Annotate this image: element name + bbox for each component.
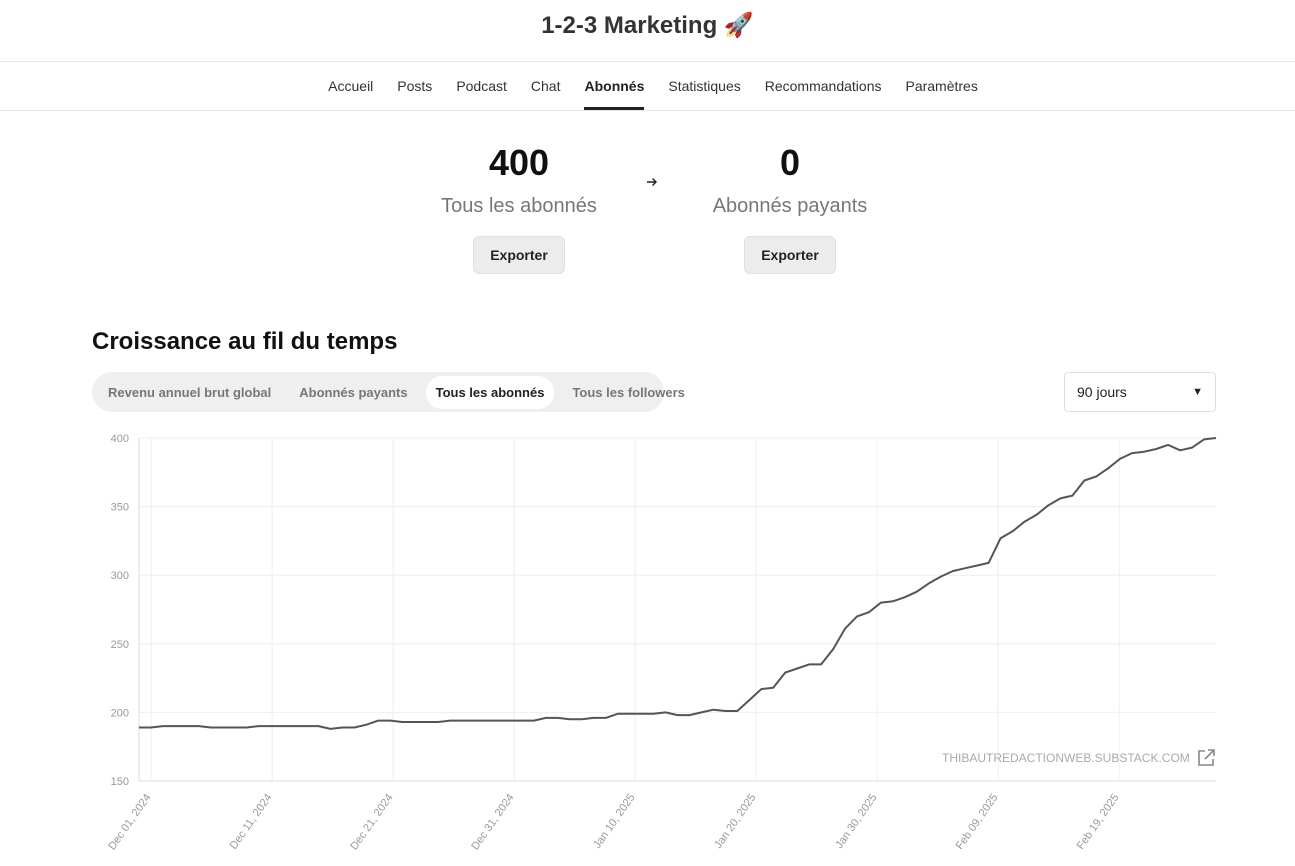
nav-item-parametres[interactable]: Paramètres xyxy=(905,78,978,94)
publication-title[interactable]: 1-2-3 Marketing 🚀 xyxy=(541,12,754,39)
paid-subscribers-label: Abonnés payants xyxy=(712,195,868,217)
publication-header: 1-2-3 Marketing 🚀 xyxy=(0,0,1295,62)
x-tick-label: Jan 20, 2025 xyxy=(712,792,758,851)
tab-abonnes-payants[interactable]: Abonnés payants xyxy=(299,384,408,400)
period-select[interactable]: 90 jours ▼ xyxy=(1064,372,1216,412)
paid-subscribers-count: 0 xyxy=(779,142,801,183)
all-subscribers-stat: 400 Tous les abonnés Exporter xyxy=(409,145,629,274)
paid-subscribers-stat: 0 Abonnés payants Exporter xyxy=(680,145,900,274)
period-select-value: 90 jours xyxy=(1077,384,1127,400)
x-tick-label: Dec 01, 2024 xyxy=(106,792,153,852)
tab-tous-les-abonnes[interactable]: Tous les abonnés xyxy=(425,375,555,409)
main-nav: Accueil Posts Podcast Chat Abonnés Stati… xyxy=(0,62,1295,111)
nav-item-podcast[interactable]: Podcast xyxy=(456,78,507,94)
tab-revenu-annuel[interactable]: Revenu annuel brut global xyxy=(108,384,272,400)
growth-metric-tabs: Revenu annuel brut global Abonnés payant… xyxy=(92,372,685,412)
publication-link[interactable]: THIBAUTREDACTIONWEB.SUBSTACK.COM xyxy=(942,748,1216,768)
caret-down-icon: ▼ xyxy=(1192,386,1203,398)
y-tick-label: 350 xyxy=(111,502,129,514)
export-all-button[interactable]: Exporter xyxy=(473,236,565,274)
x-tick-label: Jan 10, 2025 xyxy=(591,792,637,851)
all-subscribers-count: 400 xyxy=(488,142,550,183)
x-tick-label: Dec 31, 2024 xyxy=(469,792,516,852)
series-line xyxy=(139,437,1217,730)
nav-item-abonnes[interactable]: Abonnés xyxy=(584,62,645,110)
arrow-right-icon xyxy=(646,175,658,193)
growth-section-title: Croissance au fil du temps xyxy=(92,328,398,355)
y-tick-label: 150 xyxy=(111,776,129,788)
tab-tous-les-followers[interactable]: Tous les followers xyxy=(572,384,685,400)
nav-item-accueil[interactable]: Accueil xyxy=(328,78,374,94)
y-tick-label: 200 xyxy=(111,707,129,719)
all-subscribers-label: Tous les abonnés xyxy=(441,195,597,217)
nav-item-recommandations[interactable]: Recommandations xyxy=(764,78,882,94)
x-tick-label: Feb 19, 2025 xyxy=(1075,792,1122,852)
subscriber-stats: 400 Tous les abonnés Exporter 0 Abonnés … xyxy=(0,111,1295,301)
external-link-icon xyxy=(1197,749,1215,766)
nav-item-posts[interactable]: Posts xyxy=(397,78,433,94)
x-tick-label: Dec 21, 2024 xyxy=(348,792,395,852)
x-tick-label: Jan 30, 2025 xyxy=(833,792,879,851)
growth-chart: 150 200 250 300 350 400 Dec 01, 2024 Dec 11, 20… xyxy=(106,433,1217,852)
publication-url: THIBAUTREDACTIONWEB.SUBSTACK.COM xyxy=(942,751,1190,765)
export-paid-button[interactable]: Exporter xyxy=(744,236,836,274)
x-tick-label: Feb 09, 2025 xyxy=(954,792,1001,852)
x-tick-label: Dec 11, 2024 xyxy=(228,792,275,852)
nav-item-statistiques[interactable]: Statistiques xyxy=(668,78,741,94)
y-tick-label: 300 xyxy=(111,570,129,582)
y-tick-label: 250 xyxy=(111,639,129,651)
y-tick-label: 400 xyxy=(111,433,129,445)
nav-item-chat[interactable]: Chat xyxy=(530,78,561,94)
